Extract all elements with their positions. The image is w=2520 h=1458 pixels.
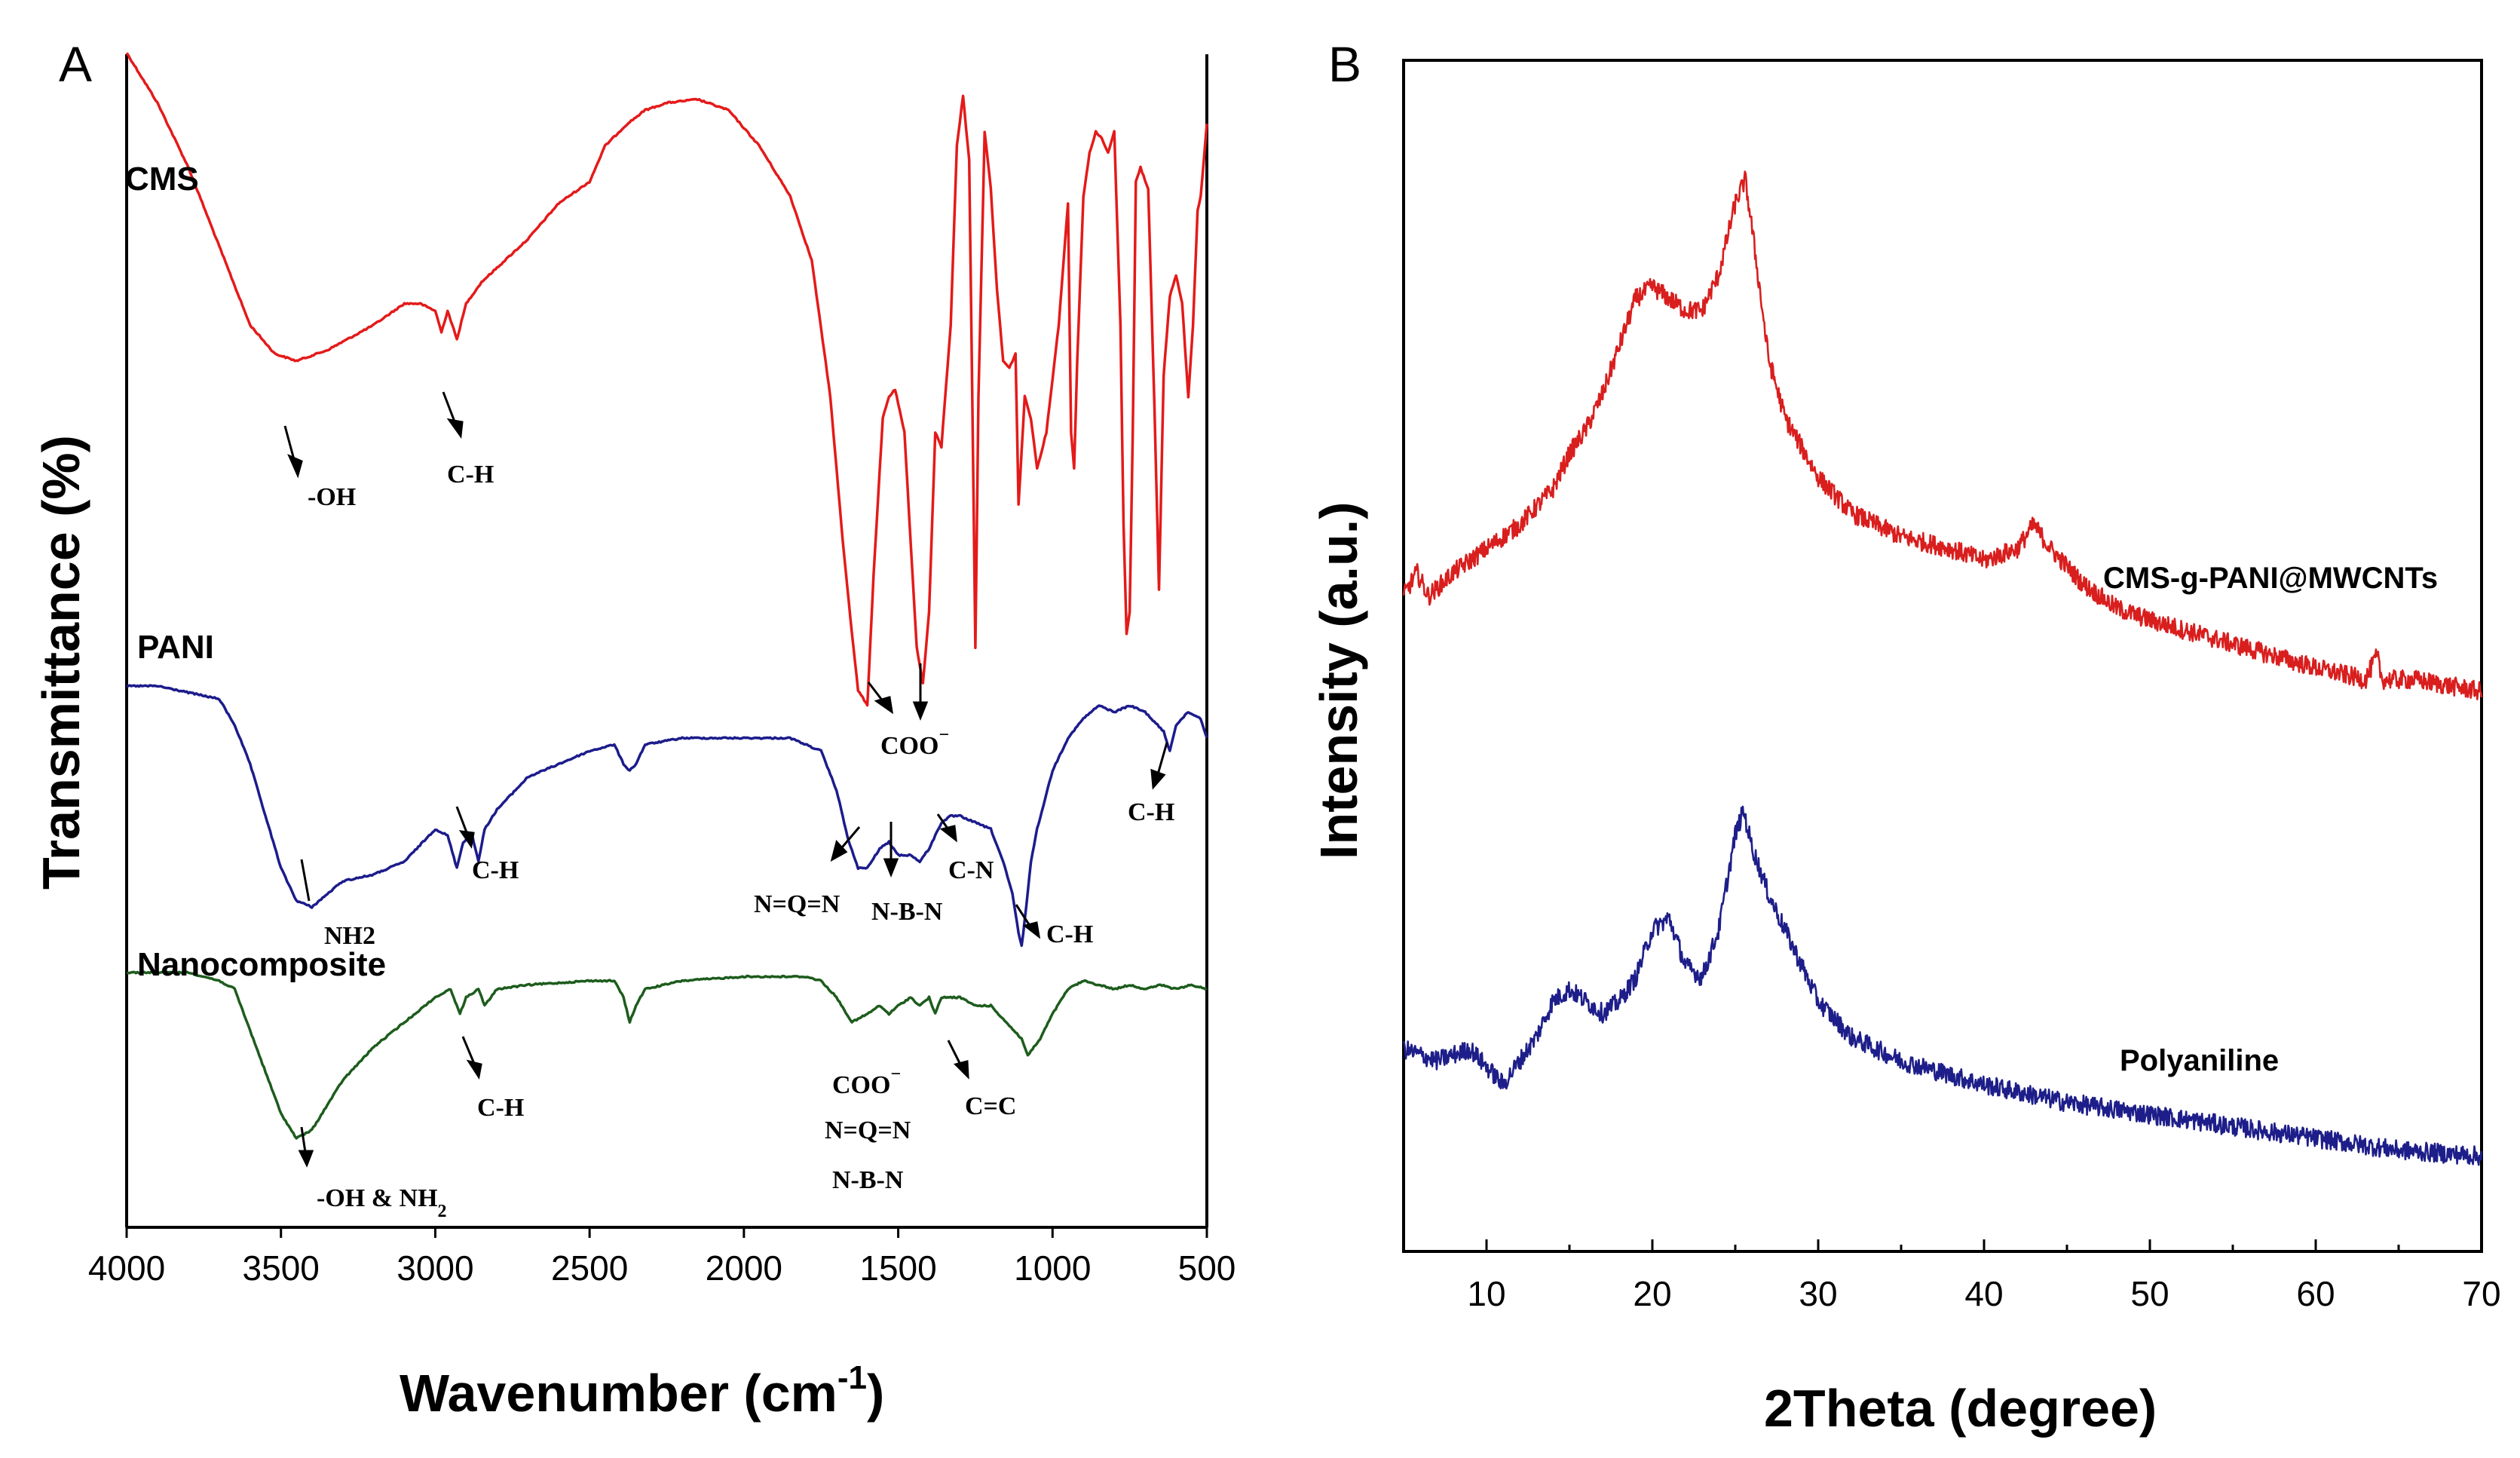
panel-b-series — [1402, 170, 2483, 1166]
series-label-cms-g-pani: CMS-g-PANI@MWCNTs — [2103, 562, 2438, 595]
ann-ch-pani-620: C-H — [1128, 798, 1174, 826]
ann-ch-nano: C-H — [477, 1094, 524, 1122]
arrow-ch-pani-1100 — [1015, 904, 1041, 939]
panel-a-tick-label: 1000 — [1014, 1248, 1091, 1288]
ann-oh-nh2: -OH & NH2 — [317, 1184, 447, 1221]
panel-b-tick-label: 60 — [2296, 1274, 2335, 1313]
ftir-line-pani — [126, 684, 1208, 948]
panel-a-arrows — [283, 391, 1168, 1168]
ann-nqn-nano: N=Q=N — [825, 1116, 911, 1144]
panel-a-tick-label: 3500 — [243, 1248, 320, 1288]
ftir-line-nanocomposite — [126, 970, 1208, 1140]
series-label-cms: CMS — [125, 161, 199, 198]
series-label-nanocomposite: Nanocomposite — [137, 946, 386, 983]
arrow-ch-pani — [455, 806, 475, 849]
panel-a-tick-label: 2500 — [551, 1248, 628, 1288]
ftir-line-cms — [125, 52, 1208, 707]
arrow-nbn-pani — [883, 822, 899, 878]
panel-a-series — [125, 52, 1208, 1140]
panel-a-y-title: Transmittance (%) — [32, 435, 90, 890]
xrd-line-polyaniline — [1402, 805, 2483, 1166]
panel-a-annotations: -OH C-H COO− NH2 C-H N=Q=N N-B-N C-N C-H… — [308, 461, 1174, 1221]
arrow-nh2 — [300, 859, 311, 902]
panel-b-tick-label: 40 — [1964, 1274, 2003, 1313]
panel-a-letter: A — [59, 36, 92, 92]
panel-b-tick-label: 70 — [2462, 1274, 2500, 1313]
panel-b-tick-label: 50 — [2130, 1274, 2169, 1313]
ann-cc: C=C — [965, 1092, 1016, 1120]
panel-b-frame — [1402, 59, 2483, 1253]
panel-a-x-title: Wavenumber (cm-1) — [400, 1359, 884, 1423]
panel-b-letter: B — [1328, 36, 1361, 92]
arrow-cc — [947, 1040, 969, 1080]
arrow-coo-cms-1 — [867, 682, 894, 715]
panel-b-tick-label: 30 — [1799, 1274, 1837, 1313]
ann-coo-cms: COO− — [880, 725, 949, 760]
ann-nqn-pani: N=Q=N — [754, 890, 841, 918]
arrow-cn — [936, 813, 957, 843]
ann-ch-cms: C-H — [447, 461, 494, 489]
series-label-polyaniline: Polyaniline — [2120, 1044, 2279, 1077]
ann-cn: C-N — [948, 856, 994, 884]
panel-b-tick-label: 20 — [1633, 1274, 1671, 1313]
ann-nbn-pani: N-B-N — [871, 898, 943, 926]
panel-b-tick-label: 10 — [1467, 1274, 1505, 1313]
panel-a-frame — [125, 54, 1208, 1229]
ann-oh: -OH — [308, 483, 356, 511]
arrow-nqn-pani — [830, 826, 861, 862]
panel-b-x-title: 2Theta (degree) — [1764, 1379, 2157, 1438]
panel-a-tick-label: 4000 — [88, 1248, 165, 1288]
series-label-pani: PANI — [137, 629, 214, 666]
arrow-ch-nano — [461, 1036, 482, 1080]
ann-ch-pani-1100: C-H — [1046, 920, 1093, 948]
ann-ch-pani: C-H — [472, 856, 519, 884]
ann-nbn-nano: N-B-N — [832, 1166, 904, 1194]
arrow-oh-nh2 — [298, 1126, 314, 1168]
xrd-line-cms-g-pani — [1402, 170, 2483, 700]
panel-a-tick-label: 3000 — [397, 1248, 473, 1288]
panel-b-plot-border — [1402, 59, 2483, 1253]
panel-a-ticks: 4000 3500 3000 2500 2000 1500 1000 500 — [88, 1227, 1236, 1288]
panel-a-tick-label: 2000 — [706, 1248, 782, 1288]
panel-a-tick-label: 1500 — [859, 1248, 936, 1288]
panel-b-ticks: 10 20 30 40 50 60 70 — [1402, 1239, 2501, 1313]
panel-a-tick-label: 500 — [1178, 1248, 1236, 1288]
arrow-oh — [283, 425, 303, 479]
arrow-coo-cms-2 — [912, 663, 929, 721]
ann-coo-nano: COO− — [832, 1064, 901, 1099]
arrow-ch-pani-620 — [1150, 742, 1168, 790]
panel-b-y-title: Intensity (a.u.) — [1309, 502, 1368, 859]
ann-nh2: NH2 — [324, 922, 375, 950]
arrow-ch-cms — [442, 391, 464, 440]
